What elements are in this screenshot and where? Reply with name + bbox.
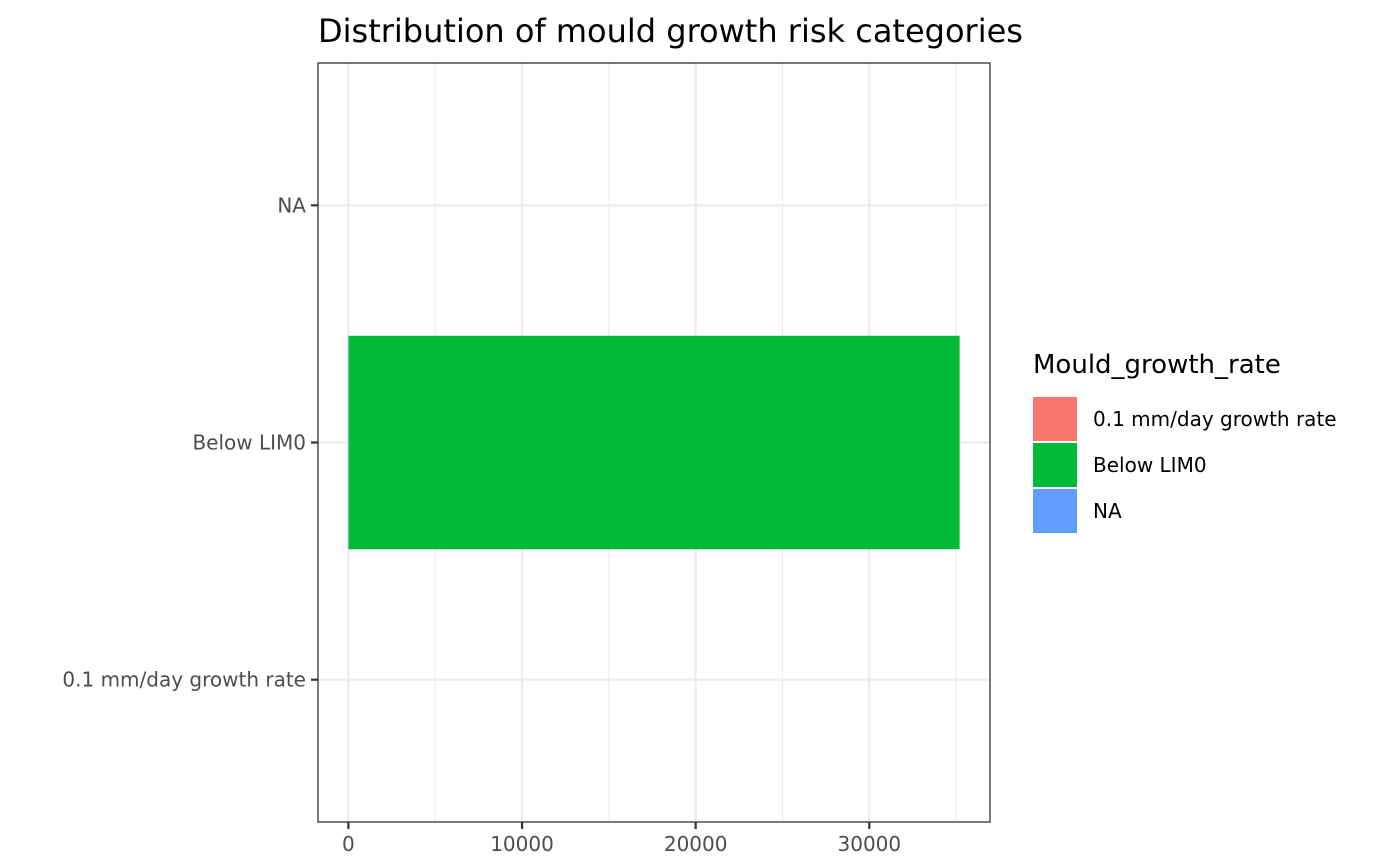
legend-label: NA [1093, 499, 1122, 523]
y-tick-label: NA [277, 193, 306, 217]
y-axis: 0.1 mm/day growth rate Below LIM0 NA [62, 193, 318, 692]
x-tick-label: 10000 [490, 832, 554, 856]
chart-title: Distribution of mould growth risk catego… [318, 12, 1023, 50]
x-tick-label: 30000 [838, 832, 902, 856]
legend-title: Mould_growth_rate [1033, 350, 1281, 380]
x-tick-label: 0 [342, 832, 355, 856]
legend-key [1033, 489, 1077, 533]
x-axis: 0 10000 20000 30000 [342, 822, 901, 856]
legend-label: 0.1 mm/day growth rate [1093, 407, 1337, 431]
y-tick-label: 0.1 mm/day growth rate [62, 668, 306, 692]
bar [348, 335, 960, 550]
plot-panel [317, 62, 991, 823]
legend-key [1033, 397, 1077, 441]
legend: Mould_growth_rate 0.1 mm/day growth rate… [1033, 350, 1337, 533]
x-tick-label: 20000 [664, 832, 728, 856]
legend-key [1033, 443, 1077, 487]
legend-label: Below LIM0 [1093, 453, 1207, 477]
y-tick-label: Below LIM0 [192, 431, 306, 455]
